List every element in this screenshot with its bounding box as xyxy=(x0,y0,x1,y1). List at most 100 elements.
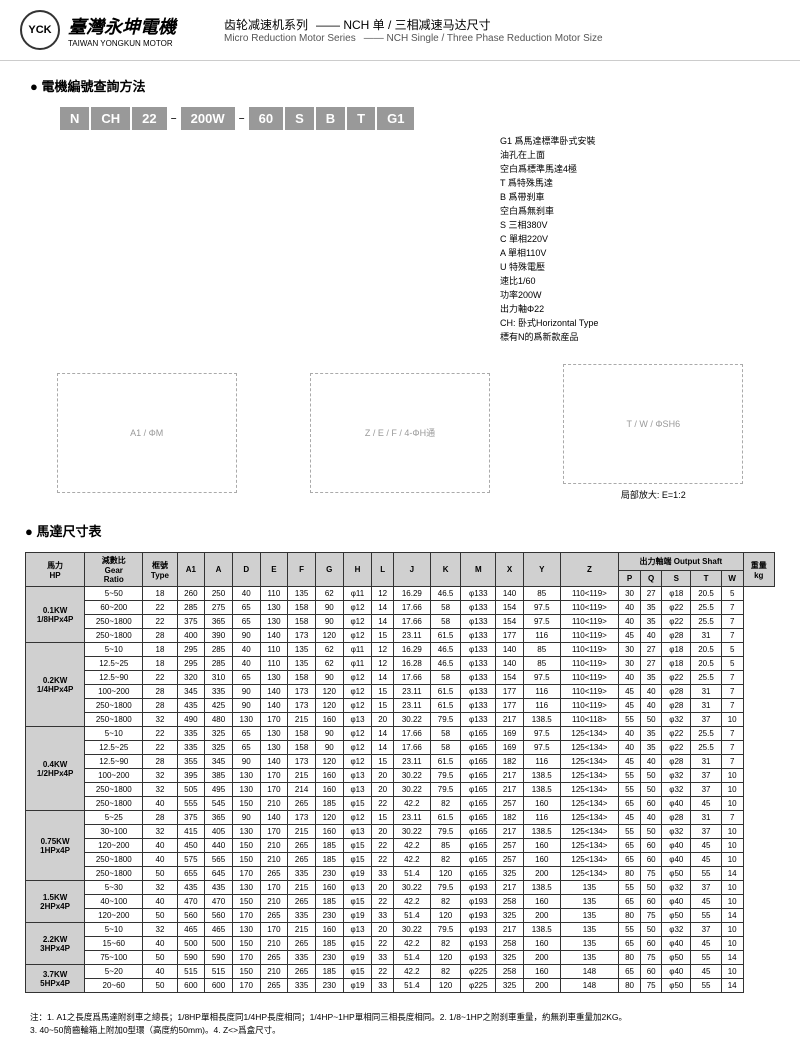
table-cell: 154 xyxy=(496,615,524,629)
table-cell: 18 xyxy=(143,657,177,671)
table-cell: 130 xyxy=(232,713,260,727)
table-cell: 22 xyxy=(372,797,394,811)
table-cell: 120 xyxy=(315,811,343,825)
diagram-side-view: A1 / ΦM xyxy=(57,373,237,493)
table-cell: 33 xyxy=(372,867,394,881)
table-cell: 20 xyxy=(372,713,394,727)
table-cell: 400 xyxy=(177,629,205,643)
table-cell: 325 xyxy=(496,951,524,965)
table-cell: 505 xyxy=(177,783,205,797)
table-cell: φ133 xyxy=(461,657,496,671)
table-cell: 42.2 xyxy=(393,895,430,909)
table-cell: φ13 xyxy=(343,783,372,797)
table-cell: 23.11 xyxy=(393,699,430,713)
dimension-table: 馬力HP減數比GearRatio框號TypeA1ADEFGHLJKMXYZ出力軸… xyxy=(25,552,775,993)
table-cell: 500 xyxy=(205,937,233,951)
table-cell: 177 xyxy=(496,629,524,643)
table-cell: 90 xyxy=(232,755,260,769)
table-cell: 30.22 xyxy=(393,923,430,937)
table-cell: 50 xyxy=(143,951,177,965)
table-cell: 45 xyxy=(619,699,641,713)
table-cell: φ165 xyxy=(461,811,496,825)
table-cell: 30~100 xyxy=(85,825,143,839)
model-code-cell: G1 xyxy=(377,107,414,130)
table-cell: 20 xyxy=(372,769,394,783)
table-cell: 14 xyxy=(372,615,394,629)
table-cell: 158 xyxy=(288,671,316,685)
table-cell: 15~60 xyxy=(85,937,143,951)
table-row: 100~2002834533590140173120φ121523.1161.5… xyxy=(26,685,775,699)
table-cell: 335 xyxy=(288,951,316,965)
table-cell: φ15 xyxy=(343,965,372,979)
table-cell: 173 xyxy=(288,699,316,713)
table-cell: 65 xyxy=(619,965,641,979)
table-cell: 158 xyxy=(288,601,316,615)
table-cell: φ40 xyxy=(662,895,691,909)
decode-label: T 爲特殊馬達 xyxy=(500,176,553,189)
table-cell: 182 xyxy=(496,811,524,825)
table-cell: 160 xyxy=(523,895,560,909)
table-cell: 90 xyxy=(315,601,343,615)
table-cell: 22 xyxy=(372,853,394,867)
table-cell: 138.5 xyxy=(523,769,560,783)
table-cell: 17.66 xyxy=(393,727,430,741)
table-cell: 40 xyxy=(619,671,641,685)
table-cell: 55 xyxy=(691,951,722,965)
page-header: YCK 臺灣永坤電機 TAIWAN YONGKUN MOTOR 齿轮减速机系列—… xyxy=(0,0,800,61)
table-cell: 90 xyxy=(232,629,260,643)
table-cell: 55 xyxy=(619,825,641,839)
table-row: 0.4KW1/2HPx4P5~10223353256513015890φ1214… xyxy=(26,727,775,741)
table-cell: 138.5 xyxy=(523,923,560,937)
table-cell: 30 xyxy=(619,587,641,601)
table-cell: 40 xyxy=(640,755,662,769)
table-cell: 116 xyxy=(523,811,560,825)
table-cell: 65 xyxy=(232,671,260,685)
table-cell: 170 xyxy=(232,909,260,923)
table-cell: 215 xyxy=(288,713,316,727)
table-cell: 17.66 xyxy=(393,615,430,629)
table-cell: 185 xyxy=(315,965,343,979)
table-cell: 265 xyxy=(288,853,316,867)
table-cell: 158 xyxy=(288,615,316,629)
table-cell: 58 xyxy=(430,741,461,755)
table-header: S xyxy=(662,571,691,587)
table-cell: 45 xyxy=(691,797,722,811)
table-cell: 22 xyxy=(143,601,177,615)
table-cell: 20.5 xyxy=(691,643,722,657)
model-code-cell: T xyxy=(347,107,375,130)
table-cell: 325 xyxy=(205,741,233,755)
table-cell: 51.4 xyxy=(393,909,430,923)
decode-label: B 爲帶刹車 xyxy=(500,190,545,203)
table-row: 0.75KW1HPx4P5~252837536590140173120φ1215… xyxy=(26,811,775,825)
table-cell: 250~1800 xyxy=(85,853,143,867)
table-cell: φ133 xyxy=(461,643,496,657)
table-cell: 22 xyxy=(143,671,177,685)
table-cell: 65 xyxy=(619,895,641,909)
table-cell: 42.2 xyxy=(393,937,430,951)
table-header: 框號Type xyxy=(143,553,177,587)
table-cell: 55 xyxy=(619,923,641,937)
table-cell: 50 xyxy=(640,769,662,783)
table-cell: 40 xyxy=(143,937,177,951)
table-cell: 31 xyxy=(691,629,722,643)
table-cell: 140 xyxy=(260,811,288,825)
table-cell: 61.5 xyxy=(430,685,461,699)
table-cell: 130 xyxy=(232,825,260,839)
table-cell: 82 xyxy=(430,965,461,979)
table-cell: 125<134> xyxy=(560,797,619,811)
table-cell: 7 xyxy=(721,727,743,741)
decode-label: 功率200W xyxy=(500,288,542,301)
table-cell: φ133 xyxy=(461,601,496,615)
table-cell: φ50 xyxy=(662,909,691,923)
table-cell: 45 xyxy=(691,965,722,979)
table-cell: 160 xyxy=(315,713,343,727)
table-cell: 97.5 xyxy=(523,601,560,615)
table-row: 250~180032505495130170214160φ132030.2279… xyxy=(26,783,775,797)
table-cell: 14 xyxy=(372,741,394,755)
table-cell: 33 xyxy=(372,979,394,993)
table-cell: φ11 xyxy=(343,643,372,657)
table-cell: 30.22 xyxy=(393,769,430,783)
table-cell: 335 xyxy=(177,727,205,741)
table-cell: 37 xyxy=(691,769,722,783)
table-cell: 425 xyxy=(205,699,233,713)
